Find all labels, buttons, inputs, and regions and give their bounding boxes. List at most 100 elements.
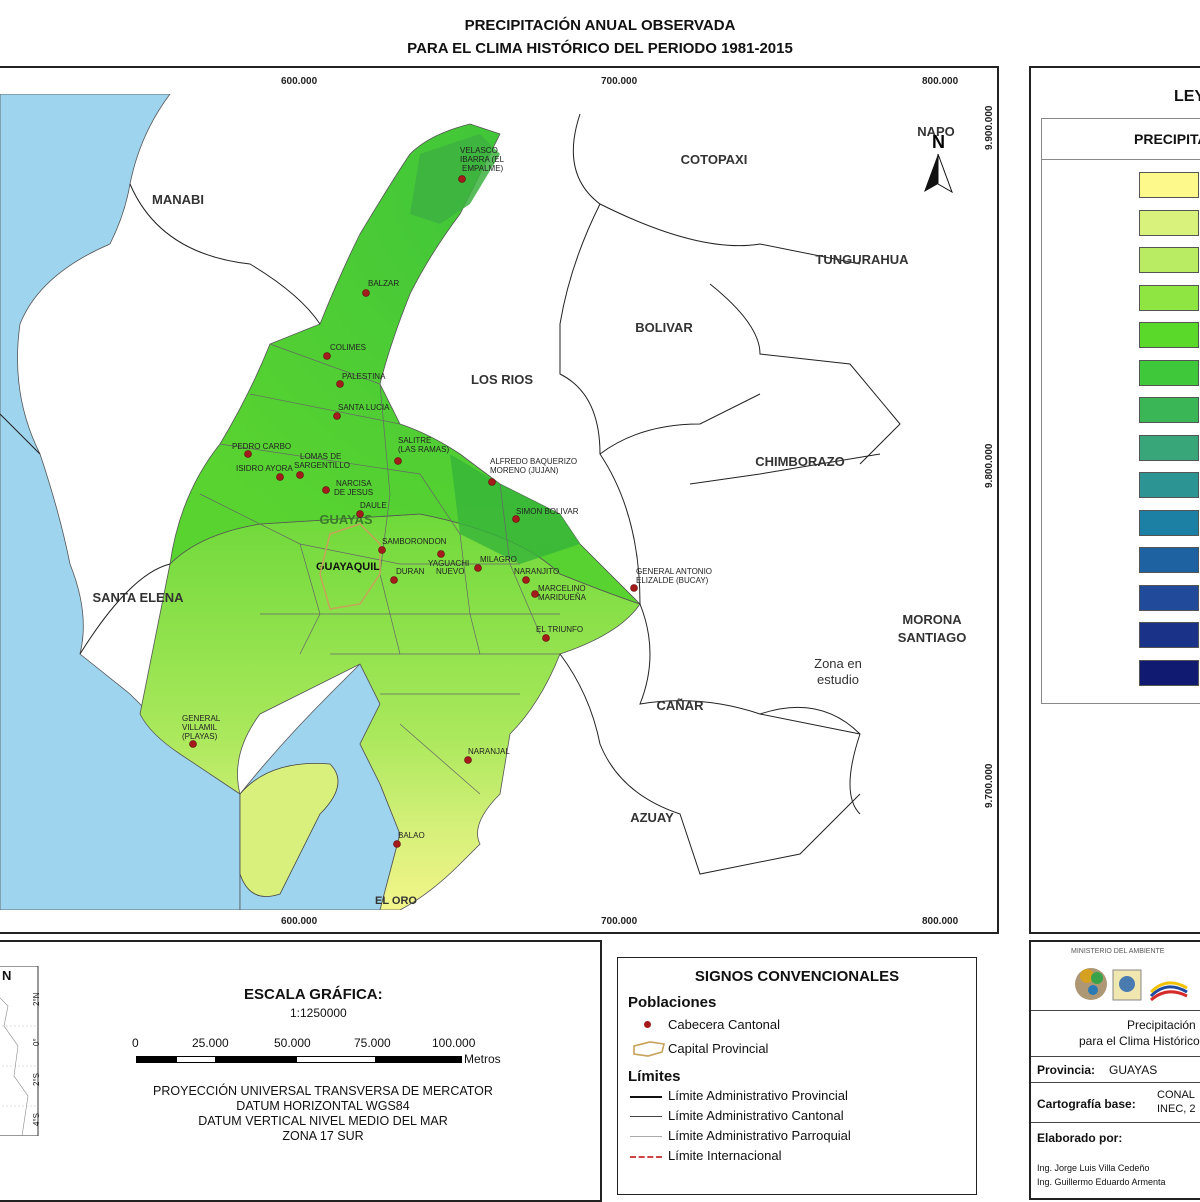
city-playas-3: (PLAYAS) xyxy=(182,732,218,741)
label-santa-elena: SANTA ELENA xyxy=(93,590,185,605)
info-prov-label: Provincia: xyxy=(1037,1063,1096,1077)
city-dot-pedro-carbo xyxy=(244,450,252,458)
city-simon-bolivar: SIMON BOLIVAR xyxy=(516,507,579,516)
city-alfredo-1: ALFREDO BAQUERIZO xyxy=(490,457,577,466)
y-tick-9700000: 9.700.000 xyxy=(984,763,995,809)
city-dot-daule xyxy=(356,510,364,518)
signs-lim-int: Límite Internacional xyxy=(668,1148,782,1163)
scale-bar-seg-2 xyxy=(176,1056,216,1063)
legend-swatch-2 xyxy=(1139,209,1199,236)
projection-line2: DATUM HORIZONTAL WGS84 xyxy=(236,1099,410,1113)
label-manabi: MANABI xyxy=(152,192,204,207)
city-dot-naranjito xyxy=(522,576,530,584)
city-dot-balao xyxy=(393,840,401,848)
city-dot-simon-bolivar xyxy=(512,515,520,523)
city-palestina: PALESTINA xyxy=(342,372,386,381)
scale-tick-0: 0 xyxy=(132,1036,139,1050)
legend-swatch-3 xyxy=(1139,247,1199,273)
city-balao: BALAO xyxy=(398,831,425,840)
legend-swatch-12 xyxy=(1139,584,1199,611)
city-dot-colimes xyxy=(323,352,331,360)
inset-north-label: N xyxy=(2,968,12,983)
info-author-1: Ing. Jorge Luis Villa Cedeño xyxy=(1037,1163,1150,1173)
x-tick-top-600: 600.000 xyxy=(281,76,318,87)
legend-swatch-5 xyxy=(1139,322,1199,348)
info-cart-value-1: CONAL xyxy=(1157,1089,1195,1101)
scale-bar-seg-1 xyxy=(136,1056,176,1063)
city-naranjal: NARANJAL xyxy=(468,747,510,756)
signs-lim-cant: Límite Administrativo Cantonal xyxy=(668,1108,844,1123)
scale-title: ESCALA GRÁFICA: xyxy=(244,986,383,1003)
north-arrow: N xyxy=(924,132,953,194)
scale-tick-75000: 75.000 xyxy=(354,1036,391,1050)
city-dot-palestina xyxy=(336,380,344,388)
legend-panel: LEYENDA PRECIPITACIÓN xyxy=(1029,66,1200,934)
scale-panel: N 2°N 0° 2°S 4°S ESCALA GRÁFICA: 1:12500… xyxy=(0,940,602,1202)
label-guayas: GUAYAS xyxy=(319,512,373,527)
city-naranjito: NARANJITO xyxy=(514,567,559,576)
city-marcelino-1: MARCELINO xyxy=(538,584,586,593)
capital-outline-icon xyxy=(633,1041,665,1057)
x-tick-top-800: 800.000 xyxy=(922,76,959,87)
city-yaguachi-2: NUEVO xyxy=(436,567,464,576)
provincial-boundaries xyxy=(0,113,901,875)
legend-swatch-7 xyxy=(1139,397,1199,423)
city-pedro-carbo: PEDRO CARBO xyxy=(232,442,291,451)
y-tick-9800000: 9.800.000 xyxy=(984,443,995,489)
ministry-label: MINISTERIO DEL AMBIENTE xyxy=(1071,948,1165,955)
legend-swatch-9 xyxy=(1139,472,1199,498)
city-dot-isidro-ayora xyxy=(276,473,284,481)
legend-subtitle-box: PRECIPITACIÓN xyxy=(1041,118,1200,160)
city-samborondon: SAMBORONDON xyxy=(382,537,447,546)
city-santa-lucia: SANTA LUCIA xyxy=(338,403,390,412)
signs-cabecera: Cabecera Cantonal xyxy=(668,1017,781,1032)
label-tungurahua: TUNGURAHUA xyxy=(815,252,909,267)
city-narcisa-1: NARCISA xyxy=(336,479,372,488)
city-dot-bucay xyxy=(630,584,638,592)
projection-line4: ZONA 17 SUR xyxy=(282,1129,364,1143)
city-daule: DAULE xyxy=(360,501,387,510)
city-narcisa-2: DE JESUS xyxy=(334,488,373,497)
city-bucay-1: GENERAL ANTONIO xyxy=(636,567,712,576)
info-provincia-row: Provincia: GUAYAS xyxy=(1031,1056,1200,1083)
legend-swatch-8 xyxy=(1139,434,1199,461)
city-dot-santa-lucia xyxy=(333,412,341,420)
city-yaguachi-1: YAGUACHI xyxy=(428,559,469,568)
line-cantonal-icon xyxy=(630,1116,662,1117)
inset-map xyxy=(0,966,39,1136)
city-dot-yaguachi xyxy=(437,550,445,558)
north-label: N xyxy=(932,132,945,152)
city-dot-milagro xyxy=(474,564,482,572)
city-velasco-3: EMPALME) xyxy=(462,164,504,173)
scale-unit: Metros xyxy=(464,1052,501,1066)
wet-patch-north xyxy=(410,134,500,224)
projection-line1: PROYECCIÓN UNIVERSAL TRANSVERSA DE MERCA… xyxy=(153,1084,493,1098)
label-los-rios: LOS RIOS xyxy=(471,372,533,387)
label-guayaquil: GUAYAQUIL xyxy=(316,561,380,573)
city-colimes: COLIMES xyxy=(330,343,366,352)
line-provincial-icon xyxy=(630,1096,662,1098)
legend-swatch-11 xyxy=(1139,547,1199,573)
city-el-triunfo: EL TRIUNFO xyxy=(536,625,583,634)
legend-swatch-box xyxy=(1041,160,1200,704)
scale-tick-50000: 50.000 xyxy=(274,1036,311,1050)
map-canvas: MANABI SANTA ELENA LOS RIOS COTOPAXI NAP… xyxy=(0,94,966,910)
city-marcelino-2: MARIDUEÑA xyxy=(538,593,587,602)
label-estudio: estudio xyxy=(817,672,859,687)
ocean xyxy=(0,94,241,910)
info-cart-value-2: INEC, 2 xyxy=(1157,1103,1196,1115)
label-bolivar: BOLIVAR xyxy=(635,320,693,335)
info-panel: MINISTERIO DEL AMBIENTE Precipitación pa… xyxy=(1029,940,1200,1200)
label-el-oro: EL ORO xyxy=(375,895,417,907)
conventional-signs-panel: SIGNOS CONVENCIONALES Poblaciones Cabece… xyxy=(617,957,977,1195)
x-tick-top-700: 700.000 xyxy=(601,76,638,87)
city-dot-balzar xyxy=(362,289,370,297)
city-velasco-1: VELASCO xyxy=(460,146,498,155)
legend-swatch-6 xyxy=(1139,359,1199,386)
info-cart-label: Cartografía base: xyxy=(1037,1097,1136,1111)
scale-tick-25000: 25.000 xyxy=(192,1036,229,1050)
city-alfredo-2: MORENO (JUJAN) xyxy=(490,466,559,475)
city-playas-2: VILLAMIL xyxy=(182,723,218,732)
city-dot-alfredo xyxy=(488,478,496,486)
info-desc-2: para el Clima Histórico xyxy=(1079,1034,1200,1048)
